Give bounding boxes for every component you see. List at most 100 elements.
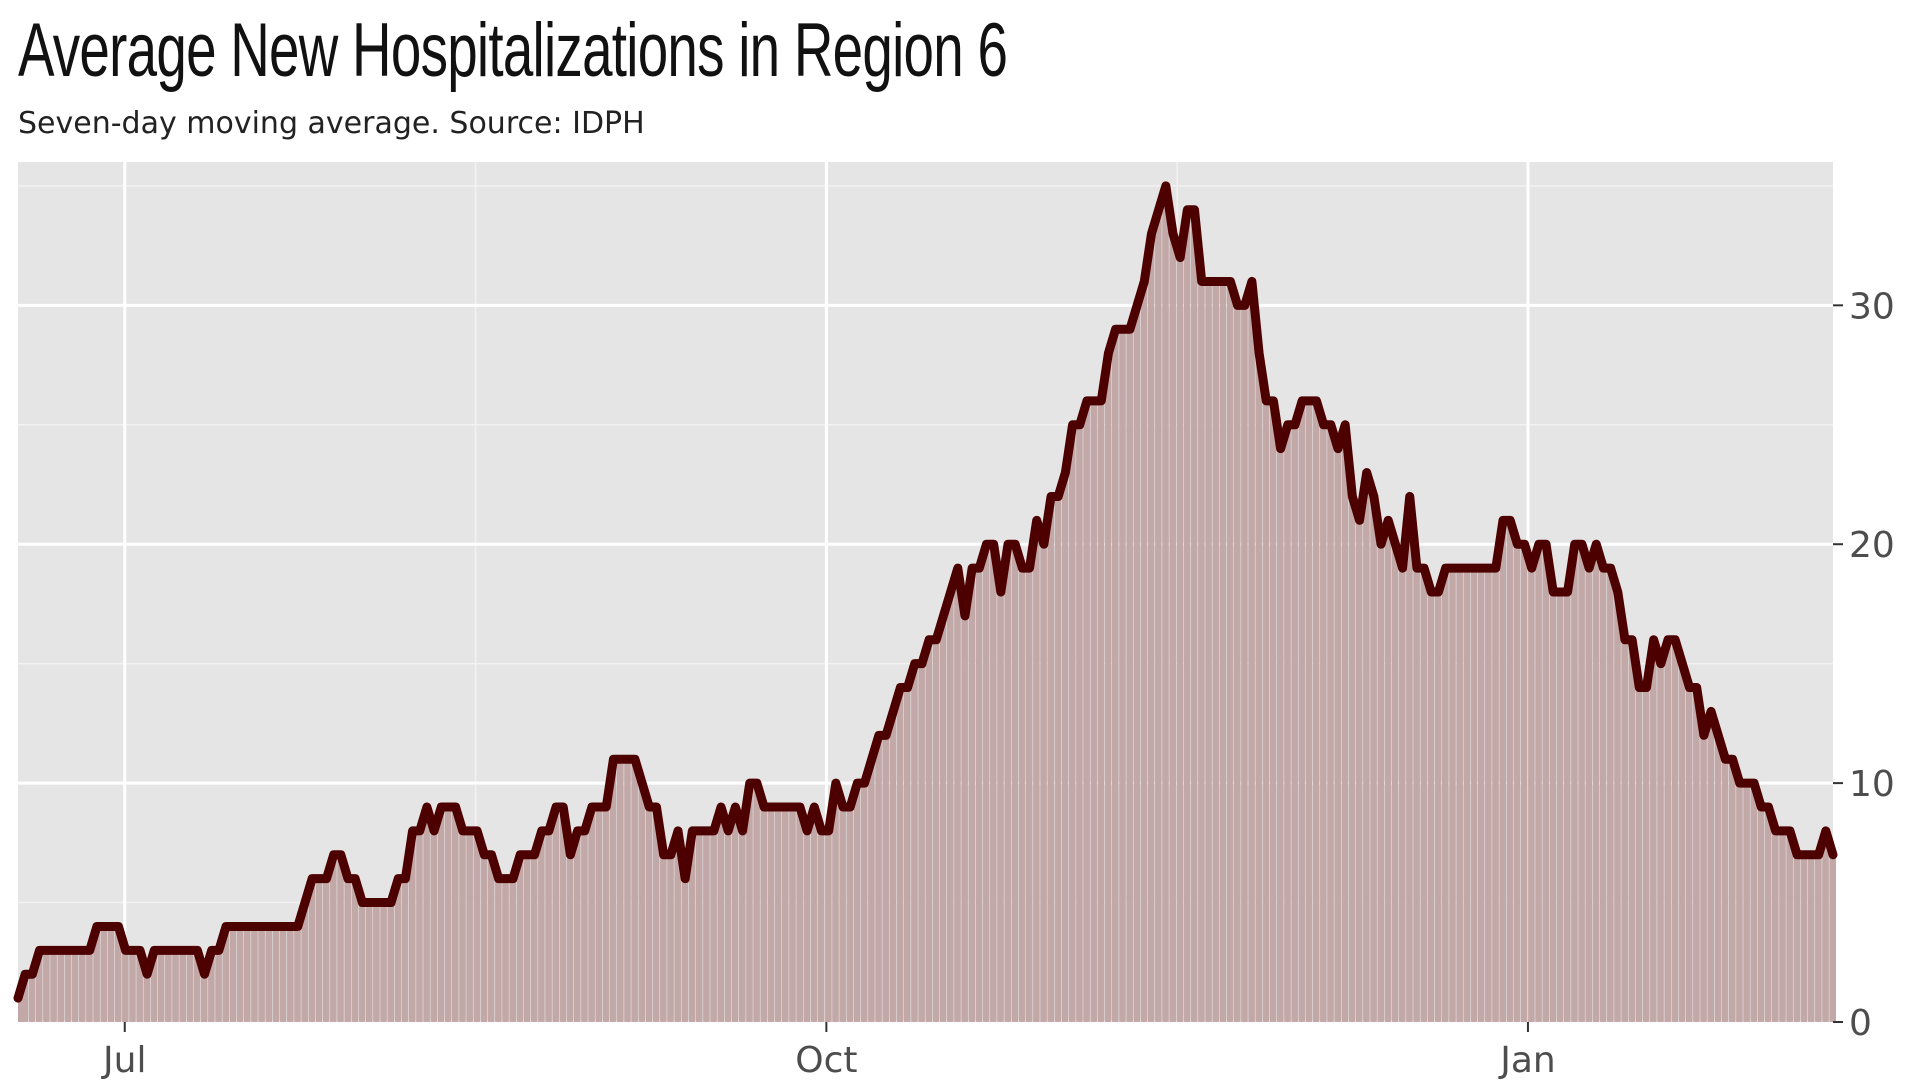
daily-bar xyxy=(903,687,911,1022)
daily-bar xyxy=(1657,663,1664,1022)
daily-bar xyxy=(961,615,968,1022)
daily-bar xyxy=(875,735,882,1022)
daily-bar xyxy=(466,830,473,1022)
daily-bar xyxy=(1822,830,1829,1022)
daily-bar xyxy=(624,759,631,1022)
daily-bar xyxy=(1320,424,1327,1022)
daily-bar xyxy=(509,878,516,1022)
daily-bar xyxy=(1226,281,1234,1022)
daily-bar xyxy=(86,950,93,1022)
daily-bar xyxy=(1176,257,1184,1022)
daily-bar xyxy=(1693,687,1700,1022)
daily-bar xyxy=(444,807,452,1022)
x-tick-label: Jan xyxy=(1498,1040,1556,1081)
daily-bar xyxy=(545,830,552,1022)
series-line xyxy=(13,181,1838,1003)
daily-bar xyxy=(229,926,237,1022)
daily-bar xyxy=(1298,400,1306,1022)
daily-bars xyxy=(18,185,1836,1023)
daily-bar xyxy=(1147,233,1155,1022)
daily-bar xyxy=(638,783,646,1022)
daily-bar xyxy=(552,807,560,1022)
daily-bar xyxy=(401,878,409,1022)
daily-bar xyxy=(1599,568,1607,1022)
daily-bar xyxy=(114,926,122,1022)
daily-bar xyxy=(1126,329,1133,1022)
daily-bar xyxy=(1112,329,1119,1022)
daily-bar xyxy=(1829,854,1836,1022)
daily-bar xyxy=(1277,448,1284,1023)
daily-bar xyxy=(1291,424,1298,1022)
daily-bar xyxy=(1004,544,1011,1022)
daily-bar xyxy=(452,807,459,1022)
daily-bar xyxy=(287,926,294,1022)
daily-bar xyxy=(1485,568,1492,1022)
chart-title: Average New Hospitalizations in Region 6 xyxy=(18,8,1008,93)
daily-bar xyxy=(530,854,538,1022)
daily-bar xyxy=(1083,400,1090,1022)
daily-bar xyxy=(1556,592,1564,1022)
daily-bar xyxy=(738,830,746,1022)
daily-bar xyxy=(753,783,760,1022)
daily-bar xyxy=(21,974,29,1022)
daily-bar xyxy=(617,759,624,1022)
daily-bar xyxy=(1800,854,1808,1022)
daily-bar xyxy=(408,830,416,1022)
daily-bar xyxy=(889,711,897,1022)
daily-bar xyxy=(1721,759,1729,1022)
daily-bar xyxy=(746,783,753,1022)
daily-bar xyxy=(588,807,595,1022)
daily-bar xyxy=(495,878,502,1022)
daily-bar xyxy=(896,687,904,1022)
daily-bar xyxy=(710,830,717,1022)
y-tick-label: 20 xyxy=(1849,525,1895,566)
daily-bar xyxy=(258,926,265,1022)
daily-bar xyxy=(301,902,308,1022)
daily-bar xyxy=(1341,424,1349,1022)
daily-bar xyxy=(294,926,301,1022)
daily-bar xyxy=(832,783,839,1022)
daily-bar xyxy=(236,926,244,1022)
daily-bar xyxy=(337,854,344,1022)
daily-bar xyxy=(1255,353,1263,1023)
daily-bar xyxy=(1528,568,1535,1022)
daily-bar xyxy=(143,974,151,1022)
daily-bar xyxy=(208,950,215,1022)
daily-bar xyxy=(1513,544,1521,1022)
daily-bar xyxy=(1190,209,1198,1022)
daily-bar xyxy=(609,759,617,1022)
daily-bar xyxy=(43,950,50,1022)
daily-bar xyxy=(1018,568,1026,1022)
daily-bar xyxy=(1305,400,1313,1022)
daily-bar xyxy=(1025,568,1033,1022)
daily-bar xyxy=(1628,639,1636,1022)
daily-bar xyxy=(1492,568,1499,1022)
daily-bar xyxy=(272,926,280,1022)
daily-bar xyxy=(523,854,531,1022)
daily-bar xyxy=(1793,854,1801,1022)
daily-bar xyxy=(789,807,796,1022)
daily-bar xyxy=(1614,592,1621,1022)
daily-bar xyxy=(1542,544,1550,1022)
daily-bar xyxy=(172,950,179,1022)
daily-bar xyxy=(839,807,846,1022)
daily-bar xyxy=(1607,568,1614,1022)
daily-bar xyxy=(595,807,603,1022)
daily-bar xyxy=(1420,568,1428,1022)
daily-bar xyxy=(767,807,775,1022)
daily-bar xyxy=(1140,281,1148,1022)
daily-bar xyxy=(1090,400,1098,1022)
daily-bar xyxy=(107,926,115,1022)
daily-bar xyxy=(939,615,947,1022)
daily-bar xyxy=(1685,687,1693,1022)
daily-bar xyxy=(997,592,1004,1022)
daily-bar xyxy=(502,878,509,1022)
daily-bar xyxy=(760,807,768,1022)
daily-bar xyxy=(868,759,875,1022)
daily-bar xyxy=(71,950,79,1022)
daily-bar xyxy=(1384,520,1392,1022)
daily-bar xyxy=(416,830,423,1022)
daily-bar xyxy=(918,663,925,1022)
daily-bar xyxy=(982,544,990,1022)
